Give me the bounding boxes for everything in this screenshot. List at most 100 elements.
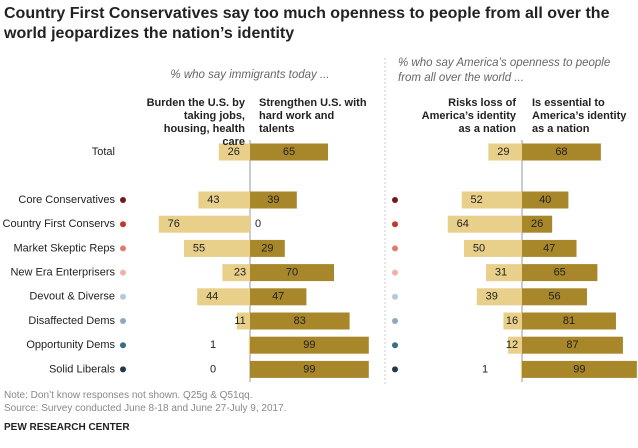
category-label: Devout & Diverse [29,291,115,303]
value-label: 56 [548,291,560,303]
value-label: 26 [228,146,240,158]
bar [447,215,522,233]
note: Note: Don’t know responses not shown. Q2… [4,390,253,401]
category-label: Market Skeptic Reps [14,242,116,254]
bar [476,288,522,306]
value-label: 11 [234,315,245,327]
value-label: 65 [283,146,295,158]
value-label: 23 [234,267,246,279]
bar [464,239,522,257]
series-header: Burden the U.S. by taking jobs, housing,… [146,97,245,148]
value-label: 0 [210,363,216,375]
bar [522,336,623,354]
category-dot [392,342,398,349]
value-label: 29 [497,146,509,158]
bar [520,360,522,378]
category-dot [120,197,126,203]
value-label: 70 [286,267,298,279]
bar [158,215,250,233]
bar [488,143,522,161]
value-label: 1 [210,339,216,351]
value-label: 26 [531,218,543,230]
value-label: 68 [555,146,567,158]
value-label: 31 [495,267,507,279]
bar [522,239,577,257]
category-dot [120,318,126,324]
bar [522,288,587,306]
category-dot [392,197,398,203]
category-dot [120,366,126,373]
bar [222,264,250,282]
value-label: 65 [554,267,566,279]
source: PEW RESEARCH CENTER [4,422,130,433]
bar [522,264,598,282]
chart-title: Country First Conservatives say too much… [4,5,610,42]
bar [250,191,297,209]
category-label: Solid Liberals [49,363,116,375]
value-label: 1 [482,363,488,375]
value-label: 44 [206,291,218,303]
bar [236,312,250,330]
bar [250,264,334,282]
series-header: Strengthen U.S. with hard work and talen… [259,97,367,135]
bar [250,143,328,161]
category-label: Country First Conservs [3,218,116,230]
value-label: 55 [193,242,205,254]
bar [218,143,250,161]
category-label: New Era Enterprisers [10,267,115,279]
category-dot [392,245,398,252]
subtitle: % who say America’s openness to people f… [398,57,611,84]
value-label: 43 [207,194,219,206]
value-label: 99 [303,363,315,375]
category-dot [392,269,398,276]
bar [508,336,522,354]
value-label: 99 [573,363,585,375]
value-label: 81 [563,315,575,327]
category-dot [392,318,398,324]
bar [250,239,285,257]
bar [522,312,616,330]
value-label: 87 [566,339,578,351]
bar [248,336,250,354]
subtitle: % who say immigrants today ... [170,69,330,81]
note: Source: Survey conducted June 8-18 and J… [4,403,287,414]
category-label: Opportunity Dems [26,339,115,351]
category-dot [392,293,398,300]
bar [250,288,307,306]
bar [250,360,369,378]
value-label: 83 [294,315,306,327]
bar [522,191,569,209]
category-dot [120,245,126,252]
bar [461,191,522,209]
category-label: Disaffected Dems [28,315,115,327]
bar [184,239,250,257]
bar [250,336,369,354]
value-label: 39 [486,291,498,303]
bar [522,360,637,378]
value-label: 50 [473,242,485,254]
bar [250,312,350,330]
bar [486,264,522,282]
category-dot [392,366,398,373]
value-label: 39 [267,194,279,206]
value-label: 40 [539,194,551,206]
value-label: 99 [303,339,315,351]
value-label: 29 [261,242,273,254]
category-dot [120,293,126,300]
value-label: 64 [457,218,469,230]
value-label: 47 [272,291,284,303]
series-header: Is essential to America’s identity as a … [532,97,627,135]
value-label: 76 [168,218,180,230]
category-dot [120,221,126,228]
value-label: 52 [471,194,483,206]
bar [197,288,250,306]
value-label: 0 [255,218,261,230]
category-label: Total [92,146,115,158]
value-label: 47 [543,242,555,254]
category-dot [392,221,398,228]
bar [522,215,553,233]
bar [522,143,601,161]
series-header: Risks loss of America’s identity as a na… [421,97,516,135]
